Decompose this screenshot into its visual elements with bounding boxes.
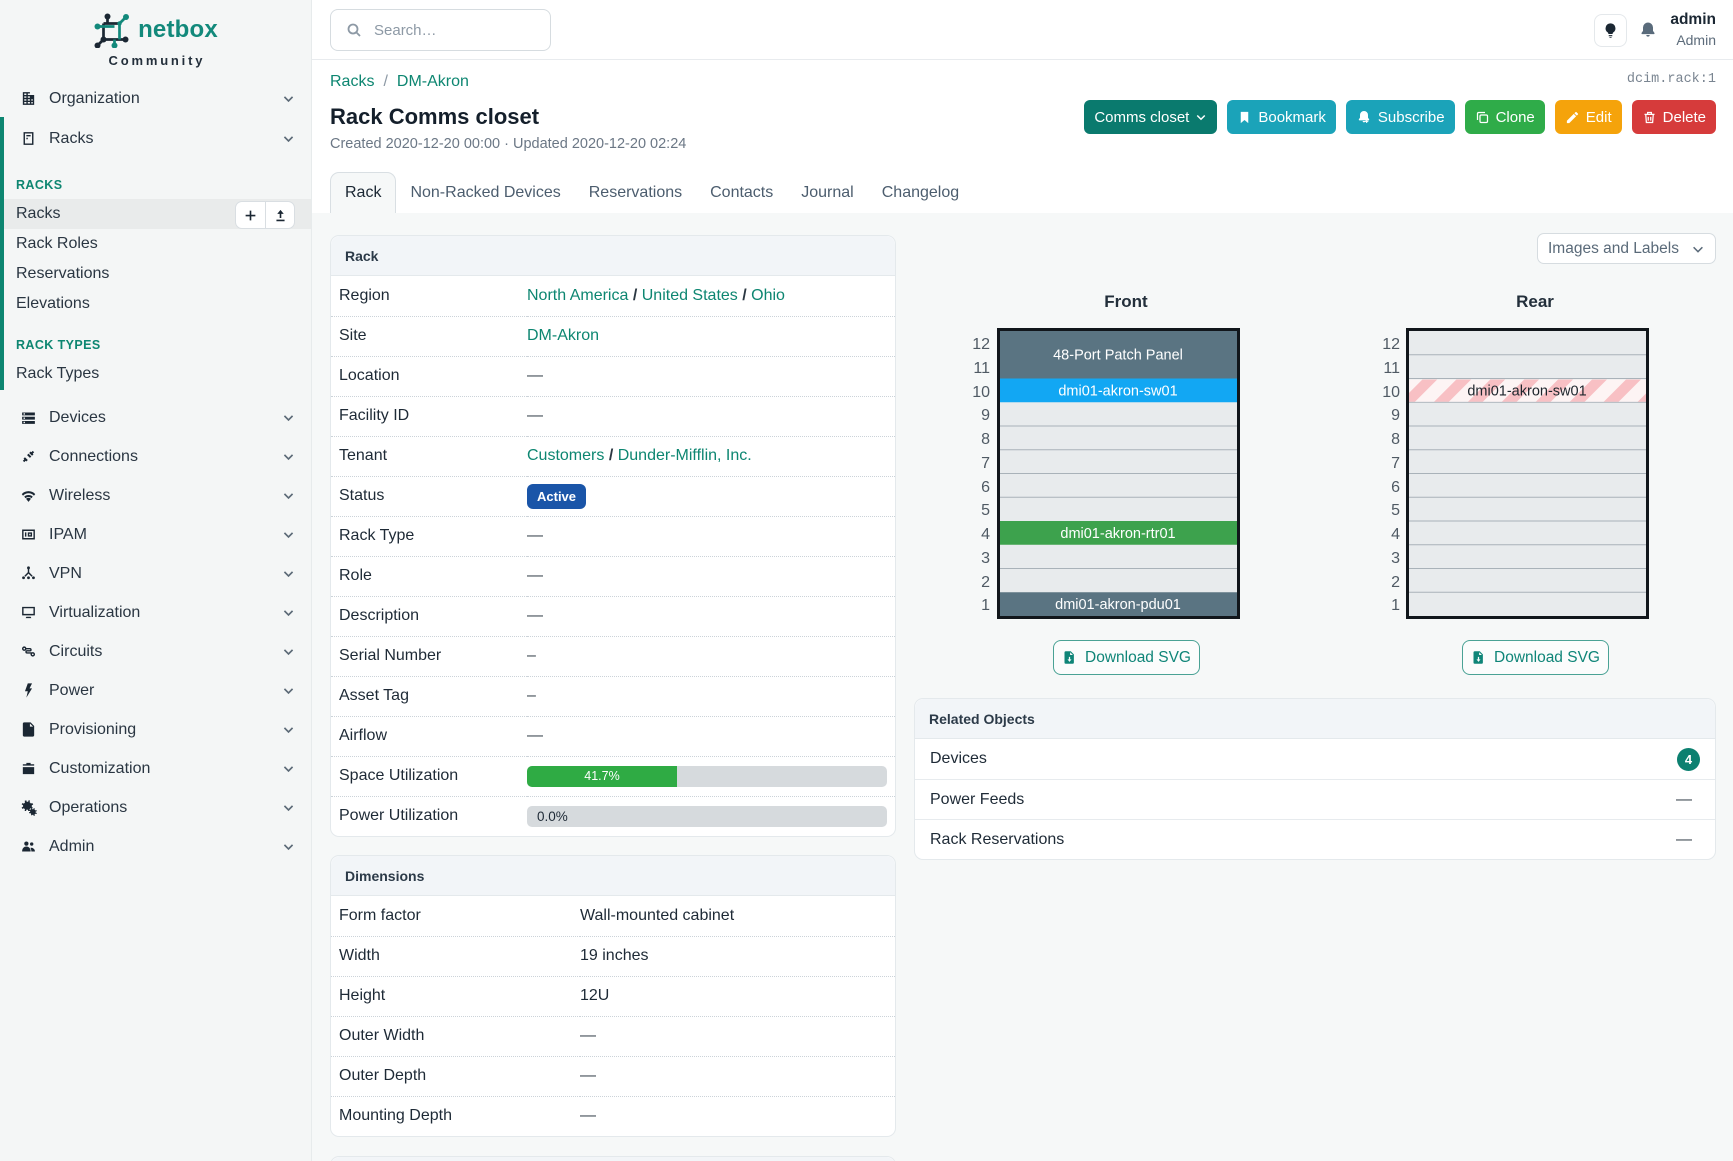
svg-text:dmi01-akron-sw01: dmi01-akron-sw01 (1467, 384, 1586, 400)
svg-text:48-Port Patch Panel: 48-Port Patch Panel (1053, 348, 1183, 364)
svg-text:dmi01-akron-sw01: dmi01-akron-sw01 (1058, 384, 1177, 400)
svg-text:dmi01-akron-rtr01: dmi01-akron-rtr01 (1060, 526, 1175, 542)
svg-text:dmi01-akron-pdu01: dmi01-akron-pdu01 (1055, 597, 1181, 613)
